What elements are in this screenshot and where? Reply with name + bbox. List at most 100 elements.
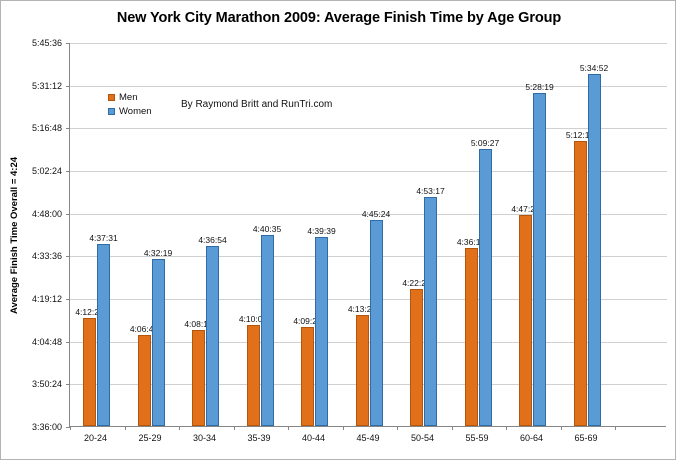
x-axis-tick-mark — [233, 426, 235, 430]
bar-value-label: 5:28:19 — [525, 82, 554, 93]
gridline — [70, 256, 667, 258]
bar-women-45-49[interactable]: 4:45:24 — [362, 209, 390, 426]
y-axis-tick-label: 5:16:48 — [31, 123, 62, 134]
x-axis-label-35-39: 35-39 — [247, 433, 271, 443]
bar-women-40-44[interactable]: 4:39:39 — [307, 226, 336, 426]
x-axis-label-45-49: 45-49 — [356, 433, 380, 443]
gridline — [70, 128, 667, 130]
y-axis-tick-mark — [66, 213, 70, 215]
bar-group: 5:12:15 5:34:52 — [566, 42, 608, 426]
bar-men-45-49[interactable]: 4:13:29 — [348, 304, 376, 426]
bar-group: 4:22:22 4:53:17 — [402, 42, 445, 426]
chart-legend: Men Women — [108, 90, 152, 118]
x-axis-tick-mark — [70, 426, 71, 430]
y-axis-tick-mark — [66, 256, 70, 258]
bar-women-50-54[interactable]: 4:53:17 — [416, 186, 445, 426]
bar-group: 4:47:23 5:28:19 — [511, 42, 554, 426]
gridline — [70, 171, 667, 172]
bar-value-label: 4:32:19 — [143, 248, 173, 259]
legend-item-men[interactable]: Men — [108, 90, 152, 104]
chart-attribution: By Raymond Britt and RunTri.com — [181, 99, 333, 110]
y-axis-tick-mark — [66, 171, 70, 172]
gridline — [70, 85, 667, 87]
x-axis-label-55-59: 55-59 — [465, 433, 489, 443]
bar-group: 4:36:13 5:09:27 — [457, 42, 499, 426]
bar-group: 4:08:17 4:36:54 — [184, 42, 227, 426]
x-axis-tick-mark — [506, 426, 507, 430]
x-axis-tick-mark — [124, 426, 126, 430]
legend-label: Men — [119, 91, 138, 103]
y-axis-tick-mark — [66, 299, 70, 300]
bar-men-20-24[interactable]: 4:12:24 — [75, 307, 104, 426]
y-axis-tick-label: 5:02:24 — [31, 166, 62, 176]
bar-value-label: 4:37:31 — [89, 232, 118, 243]
bar-value-label: 4:39:39 — [307, 226, 336, 237]
bar-men-25-29[interactable]: 4:06:45 — [130, 324, 158, 426]
bar-value-label: 4:36:13 — [456, 236, 486, 247]
bar-value-label: 4:53:17 — [416, 186, 445, 197]
y-axis-tick-mark — [66, 384, 70, 386]
bar-value-label: 4:09:26 — [293, 315, 322, 326]
bar-women-35-39[interactable]: 4:40:35 — [253, 224, 281, 426]
bar-men-60-64[interactable]: 4:47:23 — [511, 204, 540, 426]
x-axis-tick-mark — [342, 426, 344, 430]
y-axis-tick-mark — [66, 43, 70, 44]
bar-women-55-59[interactable]: 5:09:27 — [471, 138, 499, 426]
y-axis-tick-label: 4:04:48 — [31, 336, 62, 347]
bar-men-55-59[interactable]: 4:36:13 — [457, 237, 485, 426]
bar-value-label: 4:06:45 — [129, 323, 159, 334]
bar-value-label: 4:40:35 — [252, 223, 282, 234]
gridline — [70, 341, 667, 343]
bar-men-50-54[interactable]: 4:22:22 — [402, 278, 431, 426]
y-axis-tick-label: 5:31:12 — [31, 80, 62, 91]
y-axis-tick-mark — [66, 85, 70, 87]
bar-women-65-69[interactable]: 5:34:52 — [580, 63, 608, 426]
plot-area: 3:36:00 3:50:24 4:04:48 4:19:12 4:33:36 4:48:… — [32, 38, 667, 432]
bar-value-label: 4:36:54 — [198, 234, 227, 245]
y-axis-tick-mark — [66, 128, 70, 130]
x-axis-label-40-44: 40-44 — [301, 433, 326, 443]
legend-swatch-icon — [108, 107, 115, 115]
gridline — [70, 43, 667, 44]
x-axis-tick-mark — [560, 426, 562, 430]
y-axis-tick-label: 3:36:00 — [31, 422, 62, 432]
x-axis-label-25-29: 25-29 — [138, 433, 162, 443]
bar-value-label: 4:12:24 — [75, 307, 104, 318]
x-axis-label-20-24: 20-24 — [83, 433, 108, 443]
bar-women-30-34[interactable]: 4:36:54 — [198, 235, 227, 426]
bar-men-30-34[interactable]: 4:08:17 — [184, 319, 213, 426]
y-axis-tick-mark — [66, 427, 70, 428]
x-axis-tick-mark — [451, 426, 453, 430]
bar-value-label: 4:47:23 — [511, 203, 540, 214]
bar-value-label: 4:45:24 — [361, 209, 391, 220]
legend-swatch-icon — [108, 93, 115, 101]
x-axis-label-30-34: 30-34 — [192, 433, 217, 443]
bar-value-label: 4:13:29 — [347, 303, 377, 314]
bar-women-25-29[interactable]: 4:32:19 — [144, 248, 172, 426]
bar-value-label: 5:12:15 — [565, 129, 595, 140]
bar-men-40-44[interactable]: 4:09:26 — [293, 316, 322, 426]
bar-value-label: 4:10:01 — [238, 314, 268, 325]
legend-item-women[interactable]: Women — [108, 104, 152, 118]
x-axis-label-50-54: 50-54 — [410, 433, 435, 443]
bar-value-label: 5:34:52 — [579, 62, 609, 73]
x-axis-label-60-64: 60-64 — [519, 433, 544, 443]
gridline — [70, 299, 667, 300]
bar-group: 4:10:01 4:40:35 — [239, 42, 281, 426]
gridline — [70, 384, 667, 386]
y-axis-title: Average Finish Time Overall = 4:24 — [7, 43, 23, 427]
chart-title: New York City Marathon 2009: Average Fin… — [116, 10, 562, 26]
bar-group: 4:12:24 4:37:31 — [75, 42, 118, 426]
x-axis-tick-mark — [179, 426, 180, 430]
bar-men-35-39[interactable]: 4:10:01 — [239, 314, 267, 426]
x-axis-tick-mark — [288, 426, 289, 430]
bar-women-20-24[interactable]: 4:37:31 — [89, 233, 118, 426]
bar-men-65-69[interactable]: 5:12:15 — [566, 130, 594, 426]
gridline — [70, 213, 667, 215]
y-axis-tick-label: 4:19:12 — [31, 294, 62, 304]
bar-women-60-64[interactable]: 5:28:19 — [525, 82, 554, 426]
y-axis-tick-mark — [66, 341, 70, 343]
bar-value-label: 4:08:17 — [184, 319, 213, 330]
y-axis-tick-label: 5:45:36 — [31, 38, 62, 48]
